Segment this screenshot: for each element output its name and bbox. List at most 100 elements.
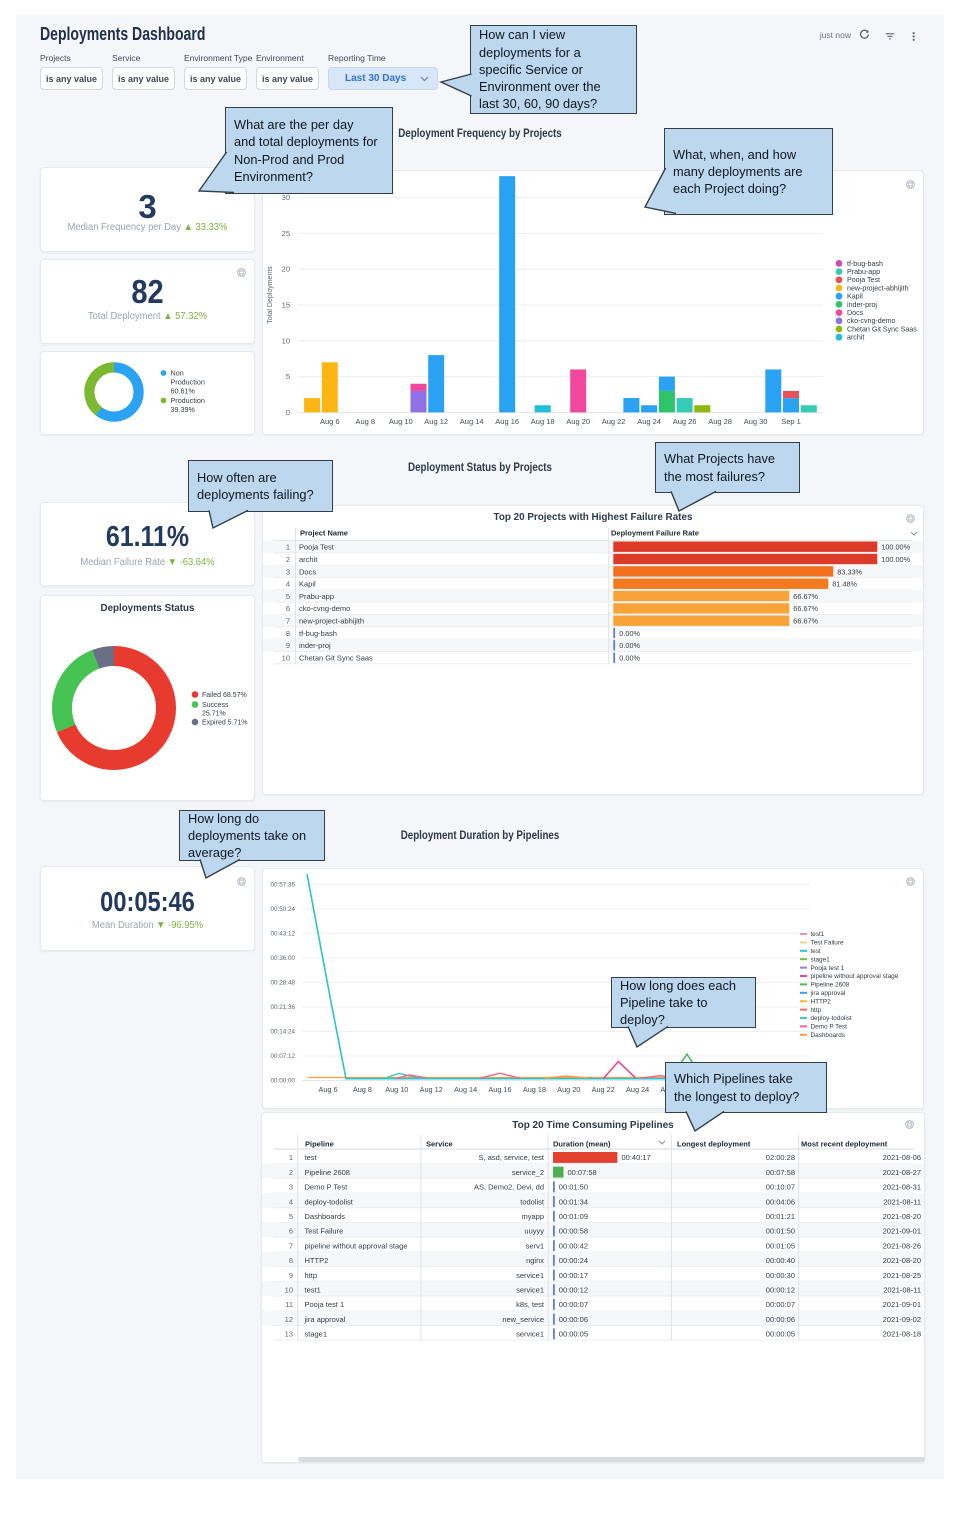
svg-text:00:00:12: 00:00:12 — [766, 1286, 795, 1295]
svg-text:66.67%: 66.67% — [793, 592, 818, 601]
svg-text:00:07:58: 00:07:58 — [766, 1168, 795, 1177]
svg-text:cko-cvng-demo: cko-cvng-demo — [299, 604, 350, 613]
svg-text:6: 6 — [286, 604, 290, 613]
svg-text:9: 9 — [286, 641, 290, 650]
svg-text:00:00:12: 00:00:12 — [559, 1286, 588, 1295]
svg-text:25.71%: 25.71% — [202, 711, 226, 718]
svg-text:5: 5 — [286, 372, 290, 381]
svg-text:Aug 14: Aug 14 — [460, 417, 484, 426]
svg-text:00:01:05: 00:01:05 — [766, 1241, 795, 1250]
svg-text:uuyyy: uuyyy — [524, 1227, 544, 1236]
svg-text:Aug 12: Aug 12 — [420, 1085, 443, 1094]
svg-text:service1: service1 — [516, 1330, 544, 1339]
svg-text:2021-08-27: 2021-08-27 — [883, 1168, 921, 1177]
svg-text:Aug 10: Aug 10 — [385, 1085, 408, 1094]
svg-text:11: 11 — [285, 1300, 293, 1309]
svg-text:service1: service1 — [516, 1286, 544, 1295]
svg-text:stage1: stage1 — [305, 1330, 328, 1339]
svg-text:00:00:58: 00:00:58 — [559, 1227, 588, 1236]
svg-text:Aug 20: Aug 20 — [557, 1085, 580, 1094]
svg-text:archit: archit — [847, 334, 864, 342]
svg-text:2021-09-01: 2021-09-01 — [883, 1227, 921, 1236]
svg-text:Service: Service — [426, 1139, 453, 1148]
svg-text:00:00:05: 00:00:05 — [766, 1330, 795, 1339]
svg-text:Pipeline 2608: Pipeline 2608 — [305, 1168, 350, 1177]
svg-text:Aug 28: Aug 28 — [708, 417, 732, 426]
svg-text:10: 10 — [282, 654, 290, 663]
svg-text:Prabu-app: Prabu-app — [847, 268, 880, 276]
svg-text:15: 15 — [282, 301, 290, 310]
svg-text:00:00:30: 00:00:30 — [766, 1271, 795, 1280]
svg-text:jira approval: jira approval — [810, 990, 846, 997]
svg-text:13: 13 — [285, 1330, 293, 1339]
svg-text:00:04:06: 00:04:06 — [766, 1197, 795, 1206]
svg-text:2021-08-25: 2021-08-25 — [883, 1271, 921, 1280]
svg-text:Chetan Git Sync Saas: Chetan Git Sync Saas — [299, 654, 373, 663]
svg-text:Duration (mean): Duration (mean) — [553, 1139, 611, 1148]
svg-text:http: http — [811, 1007, 822, 1014]
svg-text:12: 12 — [285, 1315, 293, 1324]
svg-text:2021-08-31: 2021-08-31 — [883, 1183, 921, 1192]
svg-text:Deployment Failure Rate: Deployment Failure Rate — [611, 529, 699, 538]
svg-text:66.67%: 66.67% — [793, 604, 818, 613]
svg-text:Aug 8: Aug 8 — [355, 417, 375, 426]
svg-text:Aug 30: Aug 30 — [744, 417, 768, 426]
svg-text:todolist: todolist — [520, 1197, 545, 1206]
svg-text:60.61%: 60.61% — [171, 386, 196, 395]
svg-text:Prabu-app: Prabu-app — [299, 592, 334, 601]
svg-text:2021-09-01: 2021-09-01 — [883, 1300, 921, 1309]
svg-text:2: 2 — [286, 555, 290, 564]
svg-text:Aug 18: Aug 18 — [523, 1085, 546, 1094]
svg-text:serv1: serv1 — [526, 1241, 544, 1250]
svg-text:00:00:24: 00:00:24 — [559, 1256, 588, 1265]
svg-text:Aug 22: Aug 22 — [592, 1085, 615, 1094]
svg-text:83.33%: 83.33% — [837, 567, 862, 576]
svg-text:Aug 10: Aug 10 — [389, 417, 413, 426]
svg-text:0: 0 — [286, 408, 290, 417]
svg-text:2021-09-02: 2021-09-02 — [883, 1315, 921, 1324]
svg-text:k8s, test: k8s, test — [516, 1300, 545, 1309]
svg-text:30: 30 — [282, 193, 290, 202]
svg-text:5: 5 — [286, 592, 290, 601]
svg-text:Aug 16: Aug 16 — [495, 417, 519, 426]
svg-text:archit: archit — [299, 555, 318, 564]
svg-text:7: 7 — [286, 617, 290, 626]
svg-text:02:00:28: 02:00:28 — [766, 1153, 795, 1162]
svg-text:jira approval: jira approval — [304, 1315, 346, 1324]
svg-text:2021-08-20: 2021-08-20 — [883, 1212, 921, 1221]
svg-text:Kapil: Kapil — [299, 580, 316, 589]
svg-text:00:00:17: 00:00:17 — [559, 1271, 588, 1280]
svg-text:test1: test1 — [305, 1286, 321, 1295]
svg-text:Pooja Test: Pooja Test — [299, 543, 335, 552]
svg-text:00:00:42: 00:00:42 — [559, 1241, 588, 1250]
svg-text:pipeline without approval stag: pipeline without approval stage — [305, 1241, 408, 1250]
svg-text:Demo P Test: Demo P Test — [305, 1183, 349, 1192]
svg-text:cko-cvng-demo: cko-cvng-demo — [847, 317, 896, 325]
svg-text:00:01:21: 00:01:21 — [766, 1212, 795, 1221]
svg-text:new-project-abhijith: new-project-abhijith — [299, 617, 364, 626]
svg-text:myapp: myapp — [521, 1212, 544, 1221]
svg-text:4: 4 — [289, 1197, 293, 1206]
svg-text:S, asd, service, test: S, asd, service, test — [479, 1153, 545, 1162]
svg-text:stage1: stage1 — [811, 956, 831, 963]
svg-text:Pipeline 2608: Pipeline 2608 — [811, 982, 850, 989]
svg-text:3: 3 — [289, 1183, 293, 1192]
svg-text:81.48%: 81.48% — [832, 580, 857, 589]
svg-text:Expired 5.71%: Expired 5.71% — [202, 720, 248, 727]
svg-text:00:57:36: 00:57:36 — [270, 882, 295, 889]
svg-text:nginx: nginx — [526, 1256, 544, 1265]
svg-text:http: http — [305, 1271, 318, 1280]
svg-text:Project Name: Project Name — [300, 529, 348, 538]
svg-text:new_service: new_service — [502, 1315, 544, 1324]
svg-text:Chetan Git Sync Saas: Chetan Git Sync Saas — [847, 325, 917, 333]
svg-text:2021-08-11: 2021-08-11 — [883, 1286, 921, 1295]
svg-text:Failed 68.57%: Failed 68.57% — [202, 692, 247, 699]
svg-text:deploy-todolist: deploy-todolist — [305, 1197, 354, 1206]
svg-text:8: 8 — [286, 629, 290, 638]
svg-text:2: 2 — [289, 1168, 293, 1177]
svg-text:00:00:07: 00:00:07 — [766, 1300, 795, 1309]
svg-text:00:00:00: 00:00:00 — [270, 1078, 295, 1085]
svg-text:test: test — [811, 948, 822, 955]
svg-text:00:43:12: 00:43:12 — [270, 931, 295, 938]
svg-text:2021-08-26: 2021-08-26 — [883, 1241, 921, 1250]
